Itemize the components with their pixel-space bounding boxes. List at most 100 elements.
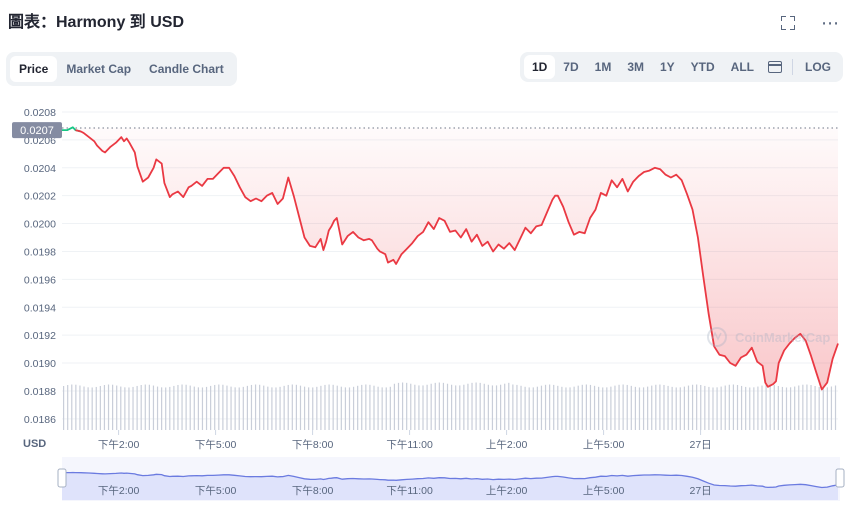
volume-bar [275, 387, 277, 430]
volume-bar [287, 384, 289, 430]
tab-1m[interactable]: 1M [594, 60, 612, 74]
volume-bar [479, 382, 481, 430]
tab-market-cap[interactable]: Market Cap [66, 62, 132, 76]
volume-bar [696, 384, 698, 430]
navigator-handle-right[interactable] [835, 468, 845, 488]
volume-bar [173, 385, 175, 430]
volume-bar [822, 387, 824, 430]
tab-all[interactable]: ALL [730, 60, 754, 74]
volume-bar [181, 384, 183, 430]
volume-bar [103, 385, 106, 430]
volume-bar [177, 384, 179, 430]
y-tick-label: 0.0192 [24, 330, 56, 342]
navigator-tick-label: 下午11:00 [386, 484, 433, 497]
volume-bar [283, 385, 285, 430]
volume-bar [99, 385, 101, 430]
volume-bar [389, 386, 391, 430]
volume-bar [148, 384, 150, 430]
volume-bar [475, 382, 477, 430]
volume-bar [385, 387, 387, 430]
volume-bar [165, 387, 167, 430]
volume-bar [95, 386, 97, 430]
volume-bar [520, 385, 522, 430]
volume-bar [214, 384, 216, 430]
volume-bar [254, 384, 257, 430]
tab-ytd[interactable]: YTD [690, 60, 715, 74]
y-tick-label: 0.0186 [24, 414, 56, 426]
volume-bar [708, 386, 710, 430]
volume-bar [426, 384, 428, 430]
current-price-label: 0.0207 [20, 125, 54, 137]
volume-bar [553, 384, 555, 430]
volume-bar [218, 384, 220, 430]
price-area [75, 128, 838, 390]
volume-bar [83, 386, 85, 430]
navigator-line [62, 471, 839, 489]
more-icon[interactable]: ⋯ [821, 13, 840, 33]
watermark-text: CoinMarketCap [735, 330, 830, 345]
tab-candle-chart[interactable]: Candle Chart [149, 62, 224, 76]
volume-bar [263, 385, 265, 430]
volume-bar [414, 384, 416, 430]
volume-bar [259, 384, 261, 430]
volume-bar [201, 387, 204, 430]
tab-1d[interactable]: 1D [523, 55, 556, 79]
x-tick-label: 下午5:00 [195, 438, 237, 451]
volume-bar [606, 387, 608, 430]
navigator-tick-label: 下午8:00 [292, 484, 334, 497]
volume-bar [365, 384, 367, 430]
tab-7d[interactable]: 7D [563, 60, 579, 74]
fullscreen-icon[interactable] [779, 14, 797, 32]
volume-bar [524, 386, 526, 430]
volume-bar [410, 383, 412, 430]
volume-bar [279, 386, 281, 430]
tab-1y[interactable]: 1Y [659, 60, 675, 74]
volume-bar [834, 385, 837, 430]
volume-bar [193, 386, 195, 430]
toolbar-divider [792, 59, 793, 75]
volume-bar [328, 384, 330, 430]
tab-3m[interactable]: 3M [627, 60, 644, 74]
volume-bar [446, 383, 449, 430]
volume-bar [585, 384, 587, 430]
volume-bar [128, 387, 130, 430]
volume-bar [491, 385, 494, 430]
volume-bar [532, 387, 534, 430]
tab-price[interactable]: Price [10, 56, 58, 82]
volume-bar [687, 385, 690, 430]
volume-bar [169, 386, 171, 430]
volume-bar [308, 387, 310, 430]
calendar-icon[interactable] [768, 61, 782, 73]
volume-bar [324, 384, 326, 430]
navigator-tick-label: 上午2:00 [486, 484, 528, 497]
y-tick-label: 0.0202 [24, 191, 56, 203]
volume-bar [798, 385, 800, 430]
volume-bar [549, 384, 551, 430]
volume-bar [516, 384, 518, 430]
navigator-tick-label: 下午5:00 [195, 484, 237, 497]
volume-bar [430, 383, 432, 430]
volume-bar [679, 387, 681, 430]
navigator-handle-left[interactable] [57, 468, 67, 488]
navigator-tick-label: 下午2:00 [98, 484, 140, 497]
currency-label: USD [23, 438, 46, 450]
volume-bar [467, 383, 469, 430]
volume-bar [205, 386, 208, 430]
volume-bar [471, 382, 473, 430]
volume-bar [242, 386, 244, 430]
volume-bar [614, 385, 616, 430]
volume-bar [161, 387, 163, 430]
volume-bar [810, 385, 812, 430]
log-toggle[interactable]: LOG [805, 60, 831, 74]
volume-bar [295, 384, 297, 430]
volume-bar [79, 385, 81, 430]
volume-bar [761, 385, 763, 430]
volume-bar [438, 382, 440, 430]
volume-bar [152, 385, 155, 430]
volume-bar [508, 382, 510, 430]
volume-bar [626, 384, 628, 430]
navigator[interactable]: 下午2:00 下午5:00 下午8:00 下午11:00 上午2:00 上午5:00 27日 [57, 457, 845, 501]
x-tick-label: 下午11:00 [386, 438, 433, 451]
x-tick-label: 27日 [689, 439, 711, 451]
